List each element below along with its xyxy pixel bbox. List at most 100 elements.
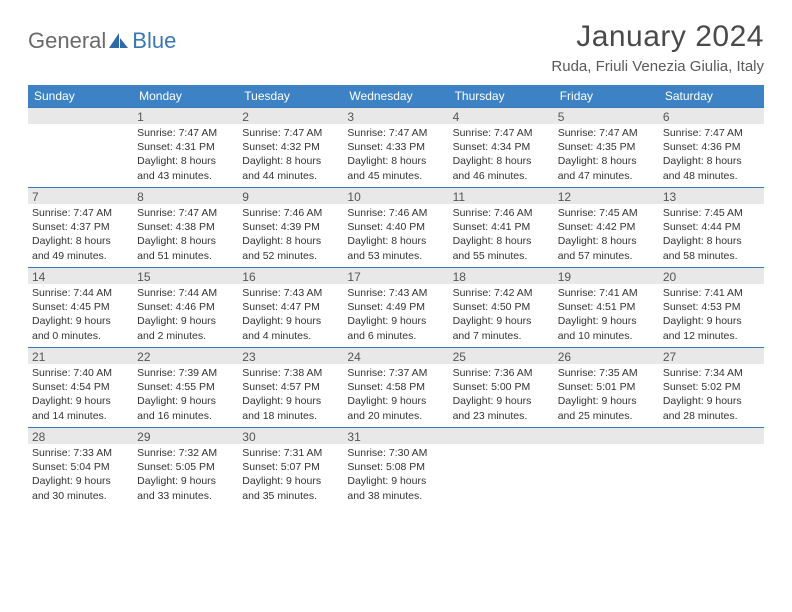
day-number: 28 [28,427,133,444]
day-details: Sunrise: 7:33 AMSunset: 5:04 PMDaylight:… [28,444,133,507]
day-number: 12 [554,187,659,204]
daylight-text: Daylight: 9 hours and 30 minutes. [32,474,129,502]
daylight-text: Daylight: 9 hours and 20 minutes. [347,394,444,422]
calendar-cell: 1Sunrise: 7:47 AMSunset: 4:31 PMDaylight… [133,107,238,187]
logo: General Blue [28,28,176,54]
daylight-text: Daylight: 9 hours and 12 minutes. [663,314,760,342]
day-details: Sunrise: 7:47 AMSunset: 4:36 PMDaylight:… [659,124,764,187]
daylight-text: Daylight: 9 hours and 25 minutes. [558,394,655,422]
sunset-text: Sunset: 4:36 PM [663,140,760,154]
day-details: Sunrise: 7:47 AMSunset: 4:37 PMDaylight:… [28,204,133,267]
calendar-cell [28,107,133,187]
day-details: Sunrise: 7:34 AMSunset: 5:02 PMDaylight:… [659,364,764,427]
sunrise-text: Sunrise: 7:44 AM [32,286,129,300]
day-details: Sunrise: 7:37 AMSunset: 4:58 PMDaylight:… [343,364,448,427]
header-row: General Blue January 2024 Ruda, Friuli V… [28,20,764,75]
daylight-text: Daylight: 8 hours and 47 minutes. [558,154,655,182]
day-details: Sunrise: 7:46 AMSunset: 4:39 PMDaylight:… [238,204,343,267]
calendar-week: 28Sunrise: 7:33 AMSunset: 5:04 PMDayligh… [28,427,764,507]
sunrise-text: Sunrise: 7:47 AM [663,126,760,140]
sunset-text: Sunset: 4:35 PM [558,140,655,154]
col-saturday: Saturday [659,85,764,107]
col-thursday: Thursday [449,85,554,107]
day-number: 17 [343,267,448,284]
day-number [554,427,659,444]
day-details: Sunrise: 7:31 AMSunset: 5:07 PMDaylight:… [238,444,343,507]
day-details: Sunrise: 7:46 AMSunset: 4:41 PMDaylight:… [449,204,554,267]
daylight-text: Daylight: 8 hours and 53 minutes. [347,234,444,262]
day-number: 14 [28,267,133,284]
calendar-cell: 17Sunrise: 7:43 AMSunset: 4:49 PMDayligh… [343,267,448,347]
sunrise-text: Sunrise: 7:47 AM [242,126,339,140]
daylight-text: Daylight: 8 hours and 57 minutes. [558,234,655,262]
title-block: January 2024 Ruda, Friuli Venezia Giulia… [551,20,764,75]
calendar-cell: 24Sunrise: 7:37 AMSunset: 4:58 PMDayligh… [343,347,448,427]
sunrise-text: Sunrise: 7:34 AM [663,366,760,380]
calendar-cell: 9Sunrise: 7:46 AMSunset: 4:39 PMDaylight… [238,187,343,267]
calendar-week: 14Sunrise: 7:44 AMSunset: 4:45 PMDayligh… [28,267,764,347]
sunrise-text: Sunrise: 7:45 AM [663,206,760,220]
day-number: 27 [659,347,764,364]
daylight-text: Daylight: 8 hours and 43 minutes. [137,154,234,182]
sunrise-text: Sunrise: 7:45 AM [558,206,655,220]
day-details: Sunrise: 7:32 AMSunset: 5:05 PMDaylight:… [133,444,238,507]
calendar-cell: 21Sunrise: 7:40 AMSunset: 4:54 PMDayligh… [28,347,133,427]
daylight-text: Daylight: 8 hours and 45 minutes. [347,154,444,182]
sunset-text: Sunset: 4:44 PM [663,220,760,234]
day-details: Sunrise: 7:41 AMSunset: 4:53 PMDaylight:… [659,284,764,347]
day-number: 1 [133,107,238,124]
sunrise-text: Sunrise: 7:47 AM [137,206,234,220]
daylight-text: Daylight: 9 hours and 2 minutes. [137,314,234,342]
day-number: 18 [449,267,554,284]
daylight-text: Daylight: 8 hours and 55 minutes. [453,234,550,262]
sunset-text: Sunset: 5:02 PM [663,380,760,394]
calendar-cell: 28Sunrise: 7:33 AMSunset: 5:04 PMDayligh… [28,427,133,507]
day-number: 24 [343,347,448,364]
month-title: January 2024 [551,20,764,54]
calendar-cell: 8Sunrise: 7:47 AMSunset: 4:38 PMDaylight… [133,187,238,267]
calendar-cell: 27Sunrise: 7:34 AMSunset: 5:02 PMDayligh… [659,347,764,427]
day-number [659,427,764,444]
header-row-days: Sunday Monday Tuesday Wednesday Thursday… [28,85,764,107]
sunset-text: Sunset: 5:01 PM [558,380,655,394]
calendar-week: 7Sunrise: 7:47 AMSunset: 4:37 PMDaylight… [28,187,764,267]
calendar-cell: 2Sunrise: 7:47 AMSunset: 4:32 PMDaylight… [238,107,343,187]
sunset-text: Sunset: 5:08 PM [347,460,444,474]
day-details: Sunrise: 7:46 AMSunset: 4:40 PMDaylight:… [343,204,448,267]
calendar-week: 1Sunrise: 7:47 AMSunset: 4:31 PMDaylight… [28,107,764,187]
sunrise-text: Sunrise: 7:39 AM [137,366,234,380]
calendar-cell: 13Sunrise: 7:45 AMSunset: 4:44 PMDayligh… [659,187,764,267]
daylight-text: Daylight: 9 hours and 4 minutes. [242,314,339,342]
calendar-cell: 4Sunrise: 7:47 AMSunset: 4:34 PMDaylight… [449,107,554,187]
sunset-text: Sunset: 4:49 PM [347,300,444,314]
calendar-body: 1Sunrise: 7:47 AMSunset: 4:31 PMDaylight… [28,107,764,507]
daylight-text: Daylight: 9 hours and 35 minutes. [242,474,339,502]
sunrise-text: Sunrise: 7:42 AM [453,286,550,300]
day-number: 5 [554,107,659,124]
day-details: Sunrise: 7:43 AMSunset: 4:47 PMDaylight:… [238,284,343,347]
day-details: Sunrise: 7:42 AMSunset: 4:50 PMDaylight:… [449,284,554,347]
sunset-text: Sunset: 4:34 PM [453,140,550,154]
day-number: 19 [554,267,659,284]
sunrise-text: Sunrise: 7:38 AM [242,366,339,380]
calendar-cell: 12Sunrise: 7:45 AMSunset: 4:42 PMDayligh… [554,187,659,267]
day-details: Sunrise: 7:39 AMSunset: 4:55 PMDaylight:… [133,364,238,427]
day-number: 30 [238,427,343,444]
daylight-text: Daylight: 9 hours and 6 minutes. [347,314,444,342]
calendar-cell: 7Sunrise: 7:47 AMSunset: 4:37 PMDaylight… [28,187,133,267]
day-number: 2 [238,107,343,124]
day-details: Sunrise: 7:38 AMSunset: 4:57 PMDaylight:… [238,364,343,427]
calendar-table: Sunday Monday Tuesday Wednesday Thursday… [28,85,764,507]
day-number: 22 [133,347,238,364]
sunrise-text: Sunrise: 7:35 AM [558,366,655,380]
calendar-cell: 3Sunrise: 7:47 AMSunset: 4:33 PMDaylight… [343,107,448,187]
day-details: Sunrise: 7:47 AMSunset: 4:32 PMDaylight:… [238,124,343,187]
daylight-text: Daylight: 9 hours and 18 minutes. [242,394,339,422]
calendar-cell: 19Sunrise: 7:41 AMSunset: 4:51 PMDayligh… [554,267,659,347]
day-number [449,427,554,444]
logo-text-general: General [28,28,106,54]
sunset-text: Sunset: 5:05 PM [137,460,234,474]
day-number: 16 [238,267,343,284]
daylight-text: Daylight: 9 hours and 0 minutes. [32,314,129,342]
calendar-cell: 26Sunrise: 7:35 AMSunset: 5:01 PMDayligh… [554,347,659,427]
